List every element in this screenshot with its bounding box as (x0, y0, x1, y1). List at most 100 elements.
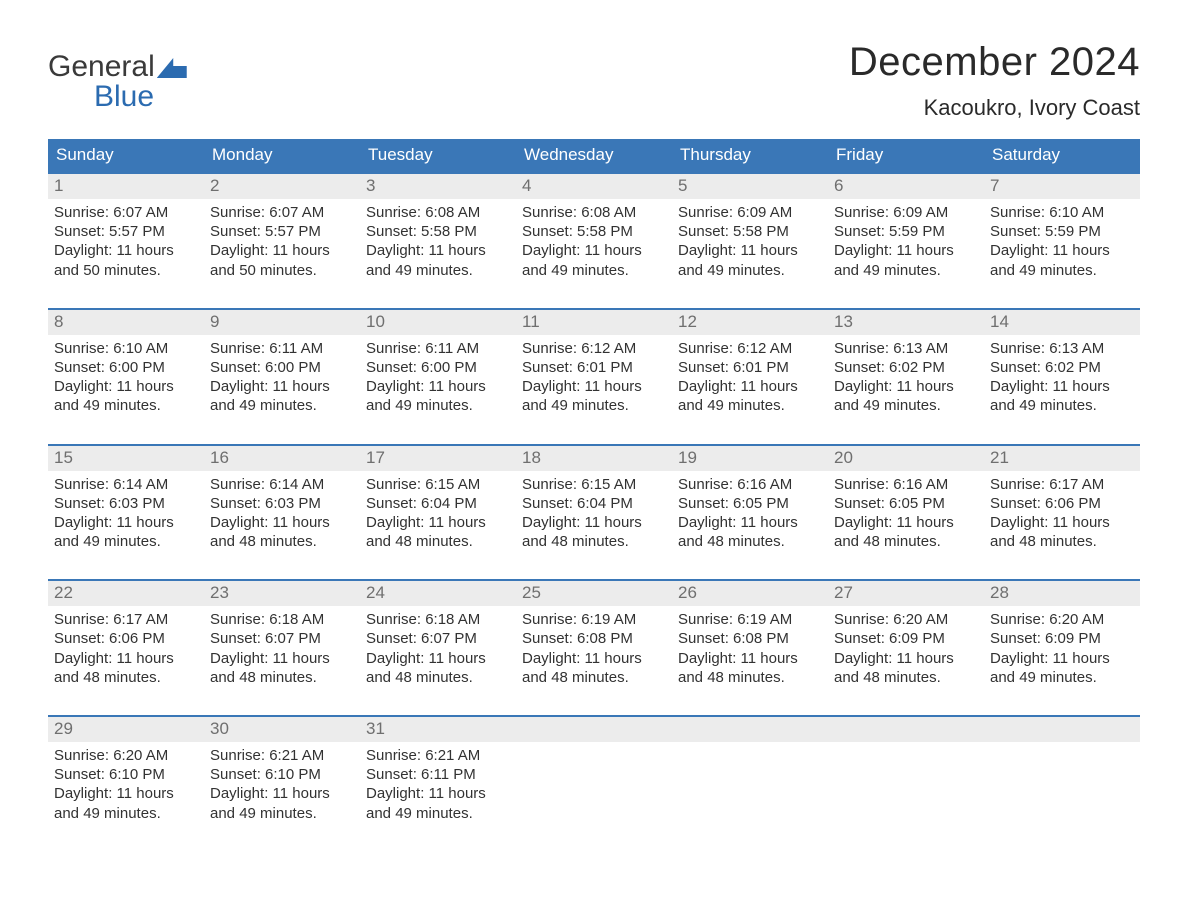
day-detail-line: Sunrise: 6:16 AM (678, 475, 822, 494)
day-detail-line: Sunrise: 6:09 AM (834, 203, 978, 222)
day-detail-line: Sunrise: 6:07 AM (54, 203, 198, 222)
day-number: 21 (984, 446, 1140, 471)
day-detail-line: Daylight: 11 hours (54, 784, 198, 803)
day-detail-line: Sunrise: 6:18 AM (366, 610, 510, 629)
day-detail-line: Daylight: 11 hours (210, 784, 354, 803)
weekday-header: Monday (204, 139, 360, 172)
day-detail-line: Sunset: 5:59 PM (834, 222, 978, 241)
day-detail-line: Sunset: 5:57 PM (210, 222, 354, 241)
day-cell: Sunrise: 6:12 AMSunset: 6:01 PMDaylight:… (672, 335, 828, 420)
day-detail-line: Daylight: 11 hours (366, 241, 510, 260)
day-cell: Sunrise: 6:10 AMSunset: 6:00 PMDaylight:… (48, 335, 204, 420)
weekday-header: Sunday (48, 139, 204, 172)
day-detail-line: Sunrise: 6:20 AM (54, 746, 198, 765)
day-cell: Sunrise: 6:08 AMSunset: 5:58 PMDaylight:… (360, 199, 516, 284)
day-cell (828, 742, 984, 827)
day-number-row: 22232425262728 (48, 581, 1140, 606)
day-detail-line: and 49 minutes. (834, 396, 978, 415)
day-detail-line: Sunrise: 6:10 AM (990, 203, 1134, 222)
day-cell (516, 742, 672, 827)
day-number: 13 (828, 310, 984, 335)
day-detail-line: Sunset: 6:04 PM (522, 494, 666, 513)
day-detail-line: Daylight: 11 hours (678, 513, 822, 532)
day-cell (672, 742, 828, 827)
day-detail-line: Sunrise: 6:16 AM (834, 475, 978, 494)
day-detail-line: and 49 minutes. (366, 804, 510, 823)
day-number-row: 293031 (48, 717, 1140, 742)
header: General Blue December 2024 Kacoukro, Ivo… (48, 40, 1140, 121)
day-detail-line: and 49 minutes. (990, 668, 1134, 687)
day-detail-line: Daylight: 11 hours (210, 649, 354, 668)
weekday-header: Saturday (984, 139, 1140, 172)
day-detail-line: Daylight: 11 hours (522, 241, 666, 260)
day-detail-line: Daylight: 11 hours (366, 649, 510, 668)
day-number: 6 (828, 174, 984, 199)
day-detail-line: Sunset: 6:03 PM (210, 494, 354, 513)
day-number: 22 (48, 581, 204, 606)
calendar-week: 1234567Sunrise: 6:07 AMSunset: 5:57 PMDa… (48, 172, 1140, 284)
day-detail-line: Daylight: 11 hours (990, 241, 1134, 260)
day-number: 8 (48, 310, 204, 335)
day-detail-line: Daylight: 11 hours (366, 377, 510, 396)
day-detail-line: Daylight: 11 hours (834, 377, 978, 396)
day-number: 9 (204, 310, 360, 335)
day-cell: Sunrise: 6:09 AMSunset: 5:58 PMDaylight:… (672, 199, 828, 284)
day-detail-line: Sunrise: 6:10 AM (54, 339, 198, 358)
day-detail-line: Sunrise: 6:08 AM (366, 203, 510, 222)
day-cell: Sunrise: 6:21 AMSunset: 6:10 PMDaylight:… (204, 742, 360, 827)
day-cell: Sunrise: 6:16 AMSunset: 6:05 PMDaylight:… (672, 471, 828, 556)
day-detail-line: and 48 minutes. (210, 532, 354, 551)
day-number: 19 (672, 446, 828, 471)
day-detail-line: Sunset: 6:10 PM (54, 765, 198, 784)
day-detail-line: Sunrise: 6:11 AM (210, 339, 354, 358)
day-detail-line: Sunrise: 6:13 AM (990, 339, 1134, 358)
day-cell: Sunrise: 6:13 AMSunset: 6:02 PMDaylight:… (828, 335, 984, 420)
day-cell: Sunrise: 6:08 AMSunset: 5:58 PMDaylight:… (516, 199, 672, 284)
day-number: 25 (516, 581, 672, 606)
title-block: December 2024 Kacoukro, Ivory Coast (849, 40, 1140, 121)
day-detail-line: Sunset: 6:02 PM (834, 358, 978, 377)
day-detail-line: Sunset: 5:57 PM (54, 222, 198, 241)
day-cell: Sunrise: 6:15 AMSunset: 6:04 PMDaylight:… (516, 471, 672, 556)
weekday-header: Friday (828, 139, 984, 172)
day-detail-line: and 49 minutes. (54, 532, 198, 551)
day-detail-line: Sunrise: 6:13 AM (834, 339, 978, 358)
day-detail-line: Sunrise: 6:20 AM (990, 610, 1134, 629)
day-detail-line: Daylight: 11 hours (834, 513, 978, 532)
day-detail-line: and 48 minutes. (522, 532, 666, 551)
day-detail-line: Daylight: 11 hours (54, 513, 198, 532)
day-number (672, 717, 828, 742)
day-detail-line: Sunrise: 6:17 AM (54, 610, 198, 629)
day-number: 14 (984, 310, 1140, 335)
day-cell: Sunrise: 6:13 AMSunset: 6:02 PMDaylight:… (984, 335, 1140, 420)
day-cell: Sunrise: 6:11 AMSunset: 6:00 PMDaylight:… (360, 335, 516, 420)
day-number: 2 (204, 174, 360, 199)
day-number: 29 (48, 717, 204, 742)
day-number: 7 (984, 174, 1140, 199)
day-cell: Sunrise: 6:19 AMSunset: 6:08 PMDaylight:… (516, 606, 672, 691)
day-detail-line: Daylight: 11 hours (990, 649, 1134, 668)
day-cell: Sunrise: 6:07 AMSunset: 5:57 PMDaylight:… (48, 199, 204, 284)
day-number: 16 (204, 446, 360, 471)
location-label: Kacoukro, Ivory Coast (849, 95, 1140, 121)
calendar-week: 15161718192021Sunrise: 6:14 AMSunset: 6:… (48, 444, 1140, 556)
day-detail-line: and 49 minutes. (522, 261, 666, 280)
day-detail-line: Sunrise: 6:17 AM (990, 475, 1134, 494)
day-cell: Sunrise: 6:20 AMSunset: 6:10 PMDaylight:… (48, 742, 204, 827)
day-number: 17 (360, 446, 516, 471)
day-number (828, 717, 984, 742)
logo-text-general: General (48, 52, 155, 82)
day-detail-line: Sunset: 6:07 PM (210, 629, 354, 648)
day-number: 18 (516, 446, 672, 471)
day-detail-line: Daylight: 11 hours (990, 377, 1134, 396)
day-detail-line: Daylight: 11 hours (522, 377, 666, 396)
day-detail-line: Sunset: 6:11 PM (366, 765, 510, 784)
day-detail-line: and 49 minutes. (678, 396, 822, 415)
day-number: 20 (828, 446, 984, 471)
day-detail-line: Daylight: 11 hours (54, 241, 198, 260)
day-number: 30 (204, 717, 360, 742)
day-detail-line: Sunrise: 6:09 AM (678, 203, 822, 222)
day-detail-line: Daylight: 11 hours (366, 513, 510, 532)
calendar: Sunday Monday Tuesday Wednesday Thursday… (48, 139, 1140, 827)
day-detail-line: Sunset: 6:00 PM (366, 358, 510, 377)
